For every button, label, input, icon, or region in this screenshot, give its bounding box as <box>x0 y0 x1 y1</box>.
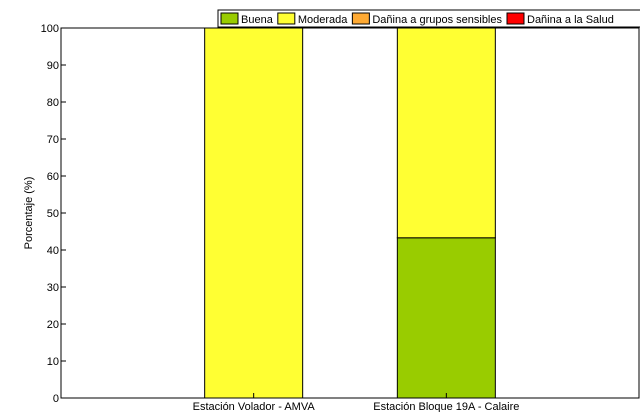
y-tick-label: 30 <box>47 282 59 294</box>
y-tick-label: 50 <box>47 208 59 220</box>
bar-segment <box>396 27 496 239</box>
legend: Buena Moderada Dañina a grupos sensibles Da… <box>217 9 640 28</box>
x-tick-label: Estación Volador - AMVA <box>193 401 316 412</box>
y-tick-label: 70 <box>47 134 59 146</box>
y-axis: 0 10 20 30 40 50 60 70 80 90 100 <box>41 23 66 405</box>
plot-frame <box>60 27 640 399</box>
legend-swatch <box>220 12 239 25</box>
legend-swatch <box>277 12 296 25</box>
y-tick-label: 90 <box>47 60 59 72</box>
legend-label: Dañina a grupos sensibles <box>372 14 502 26</box>
legend-label: Buena <box>241 14 274 26</box>
y-tick-label: 60 <box>47 171 59 183</box>
bar-segment <box>204 27 304 399</box>
bar-segment <box>396 237 496 399</box>
legend-label: Moderada <box>298 14 348 26</box>
legend-swatch <box>351 12 370 25</box>
x-tick-label: Estación Bloque 19A - Calaire <box>373 401 519 412</box>
y-tick-label: 80 <box>47 97 59 109</box>
y-axis-label: Porcentaje (%) <box>23 177 35 250</box>
legend-swatch <box>506 12 525 25</box>
y-tick-label: 40 <box>47 245 59 257</box>
y-tick-label: 10 <box>47 356 59 368</box>
bars-group <box>204 27 496 399</box>
y-tick-label: 20 <box>47 319 59 331</box>
legend-box <box>217 9 640 28</box>
y-tick-label: 100 <box>41 23 59 35</box>
y-tick-label: 0 <box>53 393 59 405</box>
x-axis: Estación Volador - AMVA Estación Bloque 1… <box>193 393 519 412</box>
legend-label: Dañina a la Salud <box>527 14 614 26</box>
